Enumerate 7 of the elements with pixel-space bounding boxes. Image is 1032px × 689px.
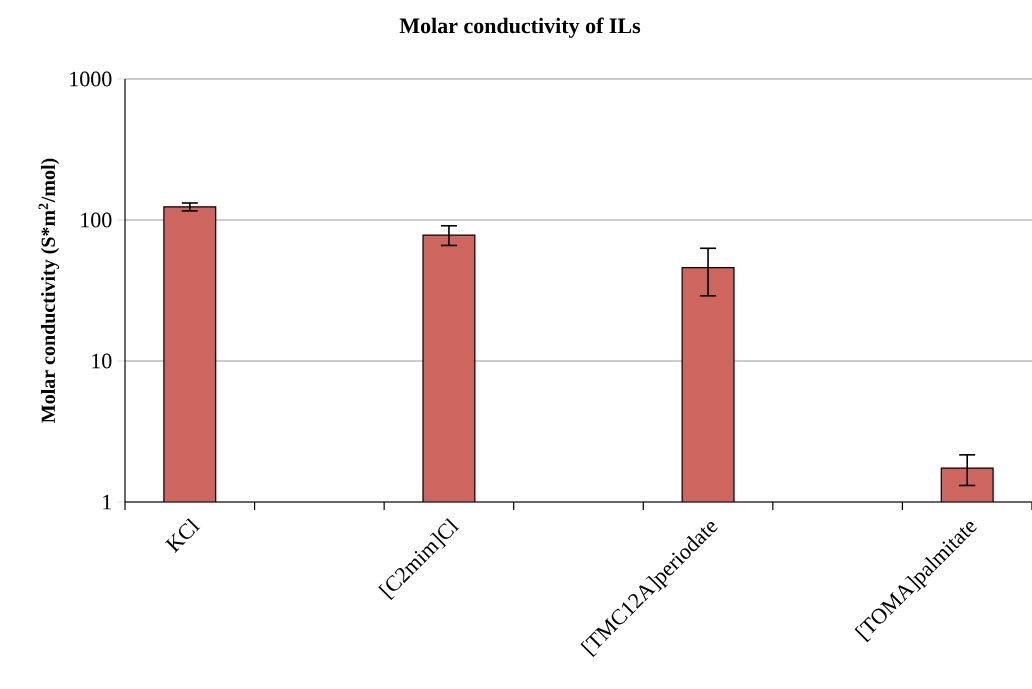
y-tick-label: 1000 [70, 71, 112, 87]
y-tick-label: 10 [92, 353, 112, 369]
x-tick-label: KCl [164, 518, 201, 553]
y-tick-label: 1 [103, 494, 111, 510]
chart-title: Molar conductivity of ILs [399, 17, 641, 38]
y-axis-title: Molar conductivity (S*m$^{2}$/mol) [38, 158, 60, 423]
y-tick-label: 100 [81, 212, 112, 228]
